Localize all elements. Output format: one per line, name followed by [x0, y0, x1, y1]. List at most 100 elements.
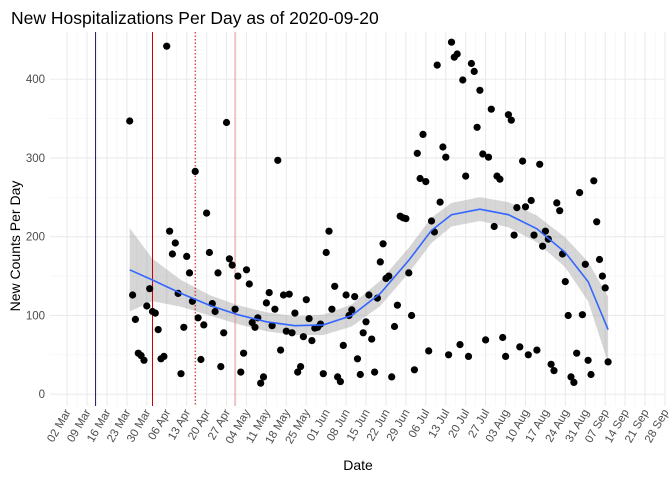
data-point [211, 307, 219, 316]
data-point [533, 346, 541, 354]
data-point [291, 309, 299, 317]
data-point [390, 322, 399, 331]
data-point [484, 153, 493, 161]
data-point [584, 356, 592, 364]
data-point [467, 59, 475, 68]
data-point [368, 335, 376, 343]
data-point [556, 207, 564, 215]
data-point [217, 363, 225, 371]
data-point [237, 368, 245, 376]
data-point [154, 326, 162, 334]
data-point [194, 314, 202, 322]
smooth-trend-line [129, 208, 609, 330]
data-point [353, 355, 362, 363]
data-point [573, 349, 581, 357]
y-tick-label: 0 [39, 389, 45, 401]
data-point [362, 318, 370, 326]
y-tick-label: 300 [26, 153, 45, 165]
data-point [410, 366, 418, 374]
data-point [376, 258, 384, 266]
data-point [550, 367, 558, 375]
data-point [131, 315, 139, 323]
data-point [177, 370, 185, 378]
data-point [547, 360, 555, 368]
data-point [567, 373, 575, 381]
data-point [433, 61, 441, 69]
y-tick-label: 200 [26, 232, 45, 244]
data-point [502, 352, 510, 360]
data-point [496, 175, 504, 183]
data-point [388, 373, 396, 381]
data-point [490, 222, 498, 231]
data-point [336, 378, 344, 386]
data-point [570, 378, 578, 386]
data-point [427, 217, 436, 225]
data-point [507, 116, 515, 124]
data-point [288, 329, 296, 337]
data-point [171, 239, 179, 247]
data-point [379, 240, 387, 248]
data-point [393, 301, 401, 309]
data-point [422, 178, 430, 186]
data-point [541, 227, 550, 235]
data-point [425, 347, 433, 355]
y-tick-label: 400 [26, 74, 45, 86]
data-point [351, 293, 359, 301]
data-point [513, 204, 521, 212]
data-point [265, 289, 273, 297]
data-point [319, 370, 327, 378]
data-point [274, 156, 282, 164]
data-point [439, 143, 447, 151]
data-point [539, 242, 547, 250]
data-point [447, 38, 456, 46]
data-point [462, 172, 470, 180]
data-point [305, 315, 313, 323]
data-point [436, 198, 444, 206]
data-point [268, 322, 276, 330]
data-point [146, 285, 154, 293]
data-point [416, 174, 424, 183]
data-point [316, 320, 325, 328]
data-point [348, 306, 356, 314]
data-point [299, 333, 307, 341]
data-point [473, 123, 481, 131]
grid-minor [50, 32, 665, 406]
data-point [470, 67, 478, 75]
data-point [479, 150, 487, 158]
data-point [325, 227, 333, 235]
data-point [228, 261, 236, 269]
data-point [163, 42, 171, 50]
data-point [225, 255, 233, 263]
data-point [262, 299, 270, 307]
data-point [516, 343, 524, 351]
data-point [160, 352, 168, 360]
data-point [191, 167, 199, 175]
data-point [564, 311, 572, 320]
data-point [214, 269, 222, 277]
data-point [279, 291, 288, 299]
data-point [504, 111, 512, 119]
y-axis-title: New Counts Per Day [7, 181, 23, 312]
data-point [530, 231, 538, 239]
data-point [553, 199, 561, 207]
data-point [604, 358, 612, 366]
chart-title: New Hospitalizations Per Day as of 2020-… [11, 8, 379, 28]
data-point [408, 311, 416, 320]
data-point [413, 149, 421, 157]
data-point [405, 269, 413, 277]
data-point [456, 341, 464, 349]
data-point [331, 282, 339, 290]
data-point [185, 269, 194, 277]
data-point [222, 118, 231, 127]
data-point [129, 291, 137, 299]
data-point [282, 327, 290, 335]
data-point [285, 290, 293, 298]
data-point [297, 363, 305, 371]
data-point [271, 305, 279, 313]
data-point [445, 351, 453, 359]
x-axis-title: Date [343, 457, 373, 473]
data-point [385, 272, 393, 280]
y-tick-label: 100 [26, 310, 45, 322]
data-point [536, 160, 544, 168]
